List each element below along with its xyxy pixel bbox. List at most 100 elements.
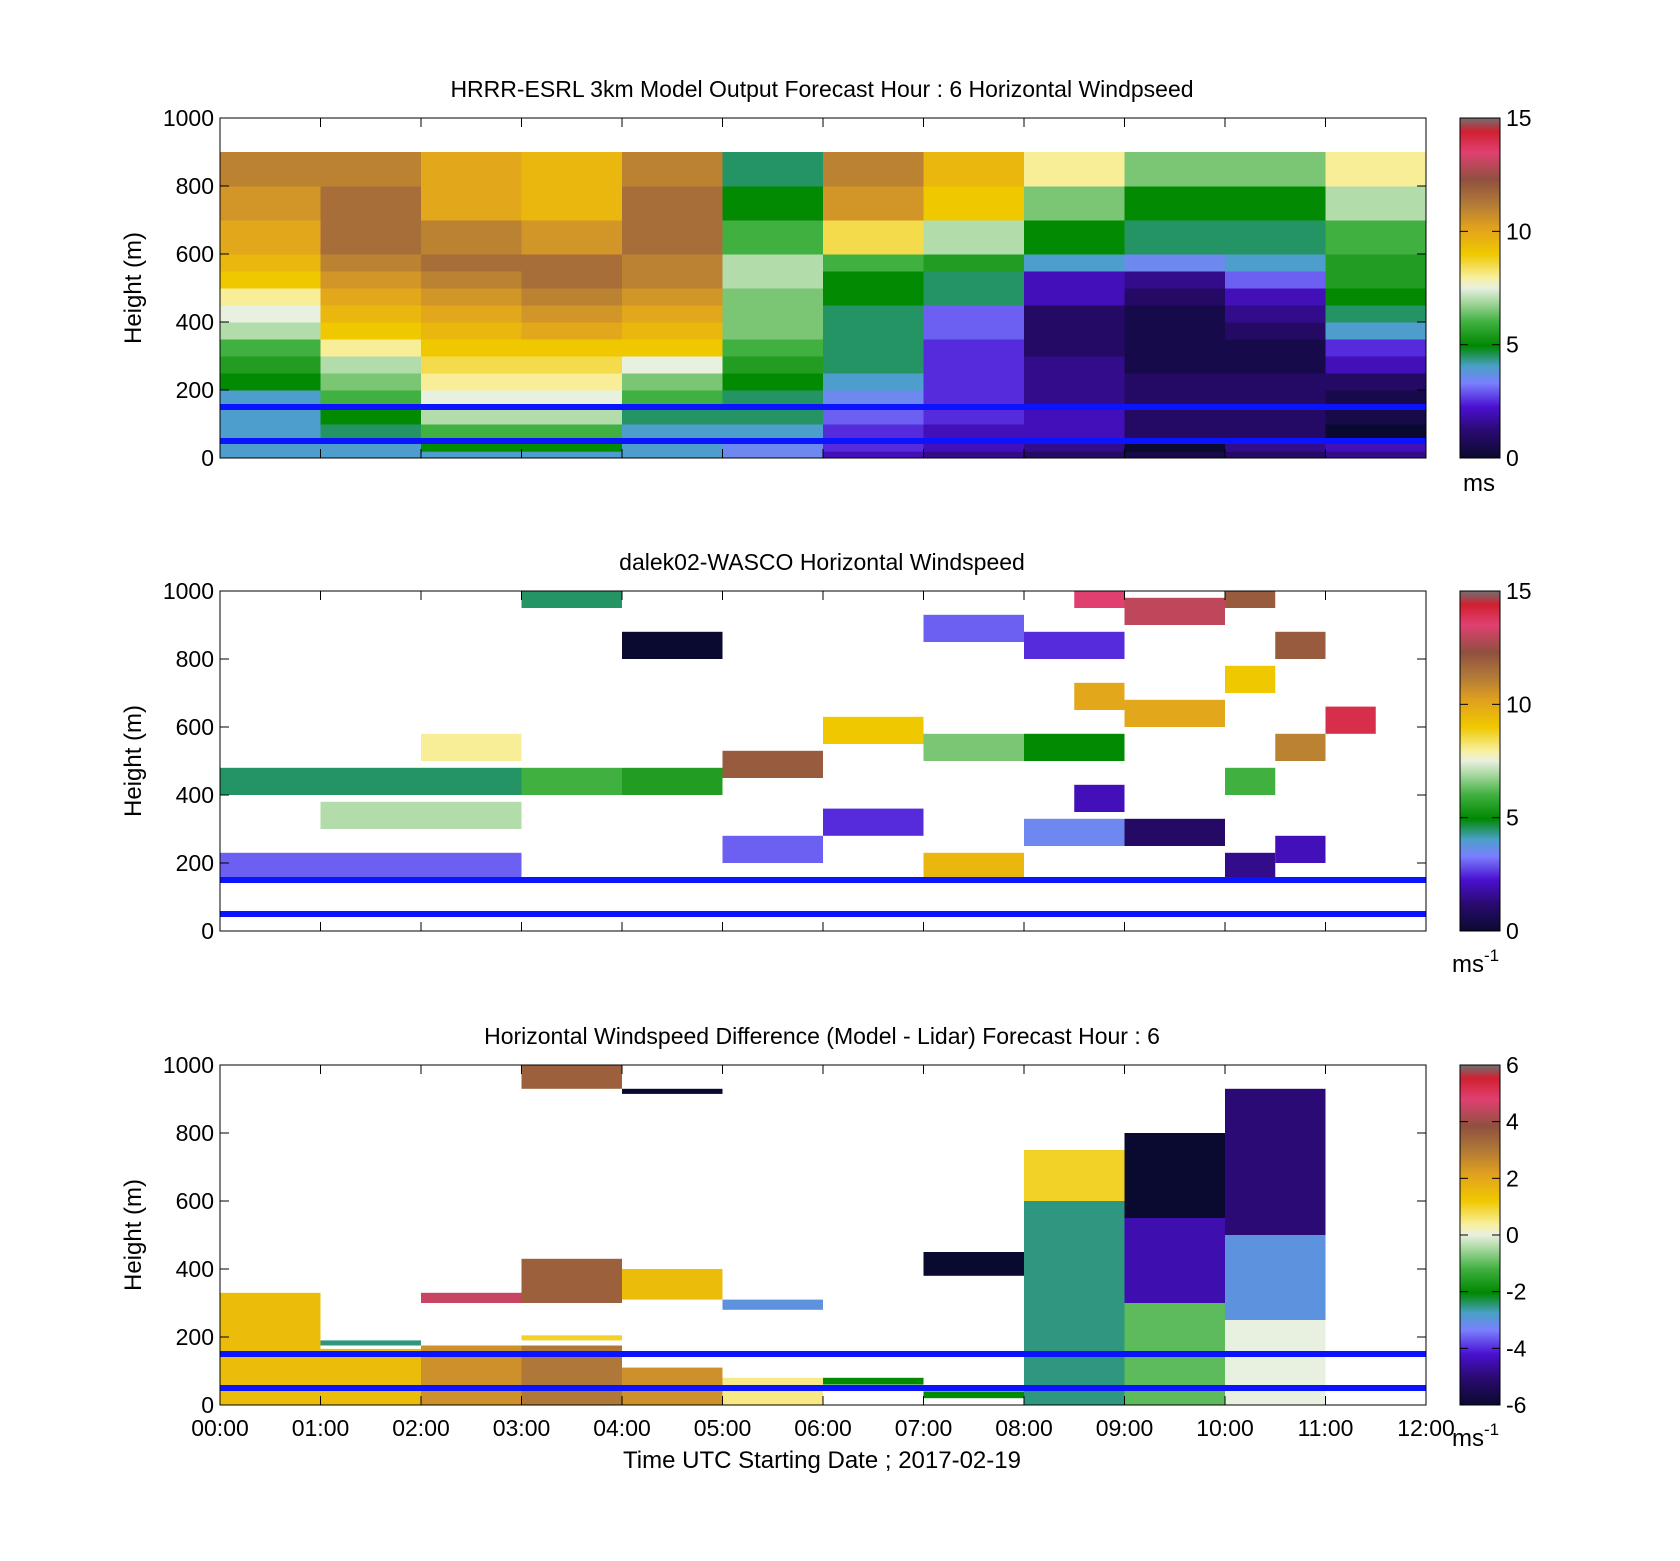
heatmap-cell: [421, 390, 522, 408]
heatmap-cell: [521, 390, 623, 408]
heatmap-cell: [521, 1335, 622, 1341]
heatmap-cell: [521, 339, 623, 357]
heatmap-cell: [823, 356, 924, 374]
heatmap-cell: [1275, 631, 1326, 659]
colorbar-tick-label: 5: [1506, 805, 1519, 831]
heatmap-cell: [220, 390, 321, 408]
heatmap-cell: [1024, 733, 1125, 761]
heatmap-cell: [421, 322, 522, 340]
heatmap-cell: [421, 451, 522, 459]
heatmap-cell: [1225, 220, 1326, 255]
heatmap-cell: [521, 1258, 622, 1303]
heatmap-cell: [1124, 1133, 1225, 1218]
heatmap-cell: [1024, 451, 1125, 459]
heatmap-cell: [622, 356, 723, 374]
heatmap-cell: [1225, 665, 1276, 693]
heatmap-cell: [722, 339, 824, 357]
y-tick-label: 0: [201, 918, 214, 944]
heatmap-cell: [421, 733, 522, 761]
heatmap-cell: [722, 1377, 823, 1405]
heatmap-cell: [1225, 591, 1276, 608]
colorbar-tick-label: 15: [1506, 578, 1532, 604]
panel-lidar-colorbar: [1459, 590, 1501, 932]
heatmap-cell: [1225, 271, 1326, 289]
heatmap-cell: [923, 733, 1024, 761]
colorbar-tick-label: 6: [1506, 1052, 1519, 1078]
heatmap-cell: [722, 152, 824, 187]
heatmap-cell: [1024, 254, 1125, 272]
heatmap-cell: [1225, 407, 1326, 425]
heatmap-cell: [1225, 1235, 1326, 1320]
heatmap-cell: [521, 356, 623, 374]
heatmap-cell: [1325, 186, 1427, 221]
heatmap-cell: [1225, 441, 1326, 452]
heatmap-cell: [220, 288, 321, 306]
heatmap-cell: [622, 339, 723, 357]
heatmap-cell: [421, 356, 522, 374]
heatmap-cell: [1074, 784, 1125, 812]
heatmap-cell: [320, 152, 422, 187]
y-tick-label: 200: [176, 1324, 214, 1350]
heatmap-cell: [622, 390, 723, 408]
heatmap-cell: [923, 152, 1025, 187]
heatmap-cell: [823, 808, 924, 836]
heatmap-cell: [1225, 451, 1326, 459]
heatmap-cell: [823, 339, 924, 357]
heatmap-cell: [1024, 818, 1125, 846]
heatmap-cell: [220, 852, 522, 880]
panel-lidar-colorbar-ticks: 0 5 10 15: [1460, 578, 1532, 944]
heatmap-cell: [1225, 322, 1326, 340]
heatmap-cell: [521, 288, 623, 306]
heatmap-cell: [1124, 407, 1226, 425]
colorbar-tick-label: -6: [1506, 1392, 1526, 1418]
heatmap-cell: [320, 1348, 421, 1405]
heatmap-cell: [1024, 186, 1125, 221]
heatmap-cell: [1325, 339, 1427, 357]
heatmap-cell: [320, 373, 422, 391]
heatmap-cell: [521, 220, 623, 255]
heatmap-cell: [823, 305, 924, 323]
heatmap-cell: [320, 186, 422, 221]
heatmap-cell: [1124, 305, 1226, 323]
heatmap-cell: [1225, 152, 1326, 187]
heatmap-cell: [220, 424, 321, 442]
heatmap-cell: [1225, 288, 1326, 306]
heatmap-cell: [220, 339, 321, 357]
heatmap-cell: [1024, 356, 1125, 374]
heatmap-cell: [923, 441, 1025, 452]
heatmap-cell: [1325, 356, 1427, 374]
x-tick-label: 03:00: [493, 1415, 551, 1441]
heatmap-cell: [1124, 186, 1226, 221]
heatmap-cell: [923, 407, 1025, 425]
heatmap-cell: [923, 852, 1024, 880]
heatmap-cell: [923, 424, 1025, 442]
heatmap-cell: [320, 424, 422, 442]
heatmap-cell: [1024, 1201, 1125, 1405]
colorbar-tick-label: 15: [1506, 105, 1532, 131]
heatmap-cell: [220, 441, 321, 452]
heatmap-cell: [622, 424, 723, 442]
x-tick-label: 08:00: [995, 1415, 1053, 1441]
heatmap-cell: [1024, 631, 1125, 659]
heatmap-cell: [1024, 322, 1125, 340]
heatmap-cell: [521, 591, 622, 608]
heatmap-cell: [1124, 288, 1226, 306]
heatmap-cell: [1325, 271, 1427, 289]
heatmap-cell: [421, 373, 522, 391]
heatmap-cell: [1124, 451, 1226, 459]
heatmap-cell: [722, 390, 824, 408]
heatmap-cell: [320, 339, 422, 357]
heatmap-cell: [823, 424, 924, 442]
heatmap-cell: [521, 373, 623, 391]
heatmap-cell: [823, 407, 924, 425]
heatmap-cell: [220, 373, 321, 391]
heatmap-cell: [320, 288, 422, 306]
heatmap-cell: [622, 1269, 723, 1300]
heatmap-cell: [1325, 288, 1427, 306]
panel-model-colorbar: [1459, 117, 1501, 459]
heatmap-cell: [1325, 322, 1427, 340]
heatmap-cell: [823, 390, 924, 408]
panel-diff-unit-base: ms: [1452, 1425, 1484, 1452]
heatmap-cell: [1124, 356, 1226, 374]
colorbar-tick-label: 10: [1506, 691, 1532, 717]
